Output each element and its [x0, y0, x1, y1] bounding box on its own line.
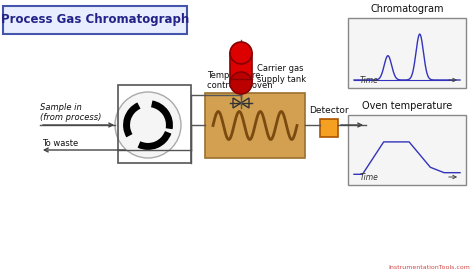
Text: Oven temperature: Oven temperature [362, 101, 452, 111]
Bar [320, 119, 338, 137]
Ellipse shape [230, 72, 252, 94]
Text: To waste: To waste [42, 139, 78, 148]
Text: Carrier gas
supply tank: Carrier gas supply tank [257, 64, 306, 84]
Text: Temperature-
controlled oven: Temperature- controlled oven [207, 71, 273, 90]
Bar [348, 18, 466, 88]
Text: Detector: Detector [309, 106, 349, 115]
FancyBboxPatch shape [3, 6, 187, 34]
Bar [205, 93, 305, 158]
Text: Process Gas Chromatograph: Process Gas Chromatograph [1, 13, 189, 26]
Text: Sample in
(from process): Sample in (from process) [40, 103, 101, 122]
Text: Chromatogram: Chromatogram [370, 4, 444, 14]
Ellipse shape [230, 42, 252, 64]
Bar [118, 85, 191, 163]
Text: InstrumentationTools.com: InstrumentationTools.com [388, 265, 470, 270]
Circle shape [115, 92, 181, 158]
Text: Time: Time [360, 76, 379, 85]
Bar [230, 53, 252, 83]
Bar [348, 115, 466, 185]
Text: Time: Time [360, 173, 379, 182]
